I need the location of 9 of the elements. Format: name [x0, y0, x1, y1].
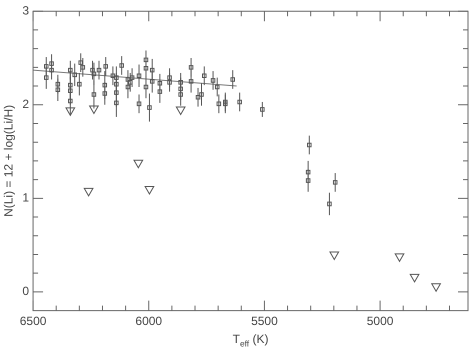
y-tick-label: 1 — [22, 190, 30, 205]
y-tick-label: 0 — [22, 284, 30, 298]
x-tick-label: 5000 — [366, 314, 394, 328]
y-axis-title: N(Li) = 12 + log(Li/H) — [2, 104, 16, 217]
x-tick-label: 5500 — [251, 314, 278, 328]
x-tick-label: 6500 — [20, 314, 47, 328]
x-tick-label: 6000 — [135, 314, 162, 328]
y-tick-label: 2 — [22, 97, 30, 112]
y-tick-label: 3 — [22, 4, 30, 18]
